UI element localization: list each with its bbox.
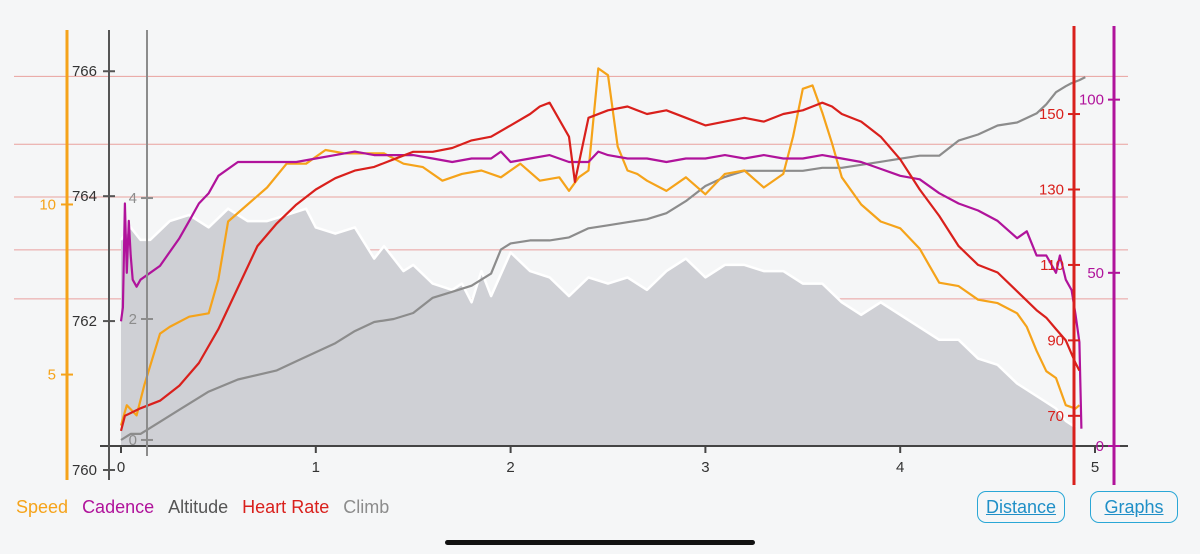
activity-chart: 0 1 2 3 4 57607627647665100247090110130150050… (14, 26, 1128, 485)
legend: Speed Cadence Altitude Heart Rate Climb (16, 497, 389, 518)
climb-line (120, 76, 1086, 441)
heart-rate-tick-label-150: 150 (1039, 106, 1064, 123)
altitude-area (121, 208, 1076, 446)
speed-tick-label-10: 10 (39, 196, 56, 213)
x-tick-label-4: 4 (896, 459, 904, 476)
cadence-line (119, 150, 1083, 429)
altitude-tick-label-764: 764 (72, 188, 97, 205)
heart-rate-line (119, 101, 1081, 432)
x-tick-label-5: 5 (1091, 459, 1099, 476)
speed-tick-label-5: 5 (48, 367, 56, 384)
legend-heart-rate[interactable]: Heart Rate (242, 497, 330, 517)
altitude-tick-label-766: 766 (72, 63, 97, 80)
x-tick-label-2: 2 (506, 459, 514, 476)
climb-tick-label-2: 2 (129, 311, 137, 328)
distance-button[interactable]: Distance (977, 491, 1065, 523)
axes: 0 1 2 3 4 57607627647665100247090110130150050… (39, 26, 1128, 485)
climb-tick-label-0: 0 (129, 432, 137, 449)
altitude-tick-label-760: 760 (72, 462, 97, 479)
heart-rate-tick-label-90: 90 (1047, 332, 1064, 349)
legend-altitude[interactable]: Altitude (168, 497, 229, 517)
x-tick-label-3: 3 (701, 459, 709, 476)
legend-climb[interactable]: Climb (343, 497, 390, 517)
home-indicator[interactable] (445, 540, 755, 545)
altitude-tick-label-762: 762 (72, 313, 97, 330)
cadence-tick-label-100: 100 (1079, 92, 1104, 109)
heart-rate-tick-label-70: 70 (1047, 408, 1064, 425)
cadence-tick-label-0: 0 (1096, 438, 1104, 455)
legend-speed[interactable]: Speed (16, 497, 69, 517)
altitude-area (120, 207, 1077, 446)
heart-rate-tick-label-110: 110 (1040, 257, 1064, 274)
x-tick-label-1: 1 (312, 459, 320, 476)
climb-tick-label-4: 4 (129, 190, 137, 207)
legend-cadence[interactable]: Cadence (82, 497, 155, 517)
altitude-line (120, 207, 1077, 429)
heart-rate-tick-label-130: 130 (1039, 181, 1064, 198)
graphs-button[interactable]: Graphs (1090, 491, 1178, 523)
series-lines (119, 67, 1086, 441)
cadence-tick-label-50: 50 (1087, 265, 1104, 282)
x-tick-label-0: 0 (117, 459, 125, 476)
